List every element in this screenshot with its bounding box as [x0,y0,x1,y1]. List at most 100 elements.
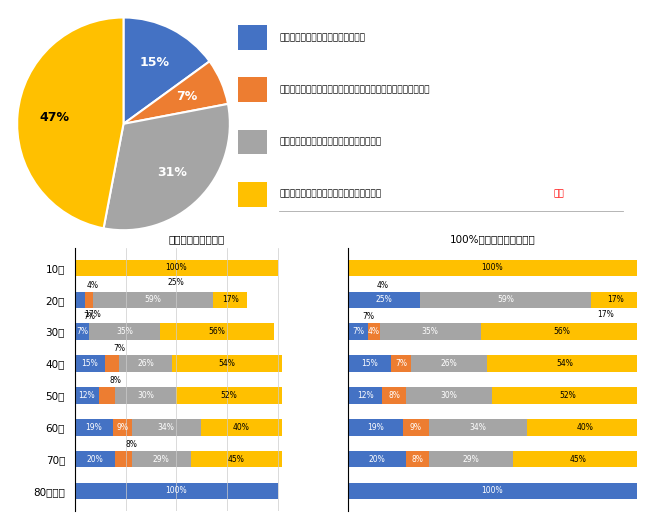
Text: 26%: 26% [441,359,458,368]
Text: 34%: 34% [158,423,175,432]
Bar [75,324,89,340]
Bar [368,324,380,340]
Text: 12%: 12% [357,391,373,400]
Bar [75,355,105,372]
Text: 35%: 35% [422,327,439,336]
Bar [75,451,116,467]
Bar [420,291,591,308]
Bar [481,324,643,340]
Text: 17%: 17% [222,295,239,304]
Text: 30%: 30% [441,391,458,400]
Text: 15%: 15% [361,359,378,368]
Text: 30%: 30% [137,391,154,400]
Bar [75,260,278,276]
Text: 100%: 100% [166,264,187,272]
Bar [131,451,190,467]
Text: 29%: 29% [462,455,479,464]
Text: 31%: 31% [157,166,187,179]
Text: 17%: 17% [84,310,101,319]
Text: 国宝などを有する上田市などの市町村（都市やまち、自治体）: 国宝などを有する上田市などの市町村（都市やまち、自治体） [279,85,430,94]
Bar [105,355,120,372]
Text: 52%: 52% [559,391,576,400]
Text: 15%: 15% [140,56,170,69]
Bar [406,451,429,467]
Text: 17%: 17% [607,295,624,304]
Wedge shape [124,61,228,124]
Text: 8%: 8% [411,455,423,464]
Bar [160,324,274,340]
Bar [380,324,481,340]
Text: 100%: 100% [482,264,503,272]
Text: 54%: 54% [556,359,573,368]
Text: 40%: 40% [233,423,250,432]
Bar [391,355,411,372]
Wedge shape [103,104,230,230]
Bar [75,483,278,499]
Text: 52%: 52% [221,391,237,400]
Bar [403,419,429,435]
Bar [85,291,93,308]
Text: 47%: 47% [40,111,70,124]
Bar [348,451,406,467]
Bar [75,387,99,404]
Text: 4%: 4% [376,280,389,290]
Text: 59%: 59% [144,295,161,304]
Text: 19%: 19% [86,423,103,432]
Text: 17%: 17% [597,310,614,319]
Text: 9%: 9% [116,423,129,432]
Text: 7%: 7% [176,90,198,103]
Bar [348,387,382,404]
Bar [99,387,116,404]
Text: 正解: 正解 [553,190,564,199]
Bar [201,419,282,435]
Text: 8%: 8% [388,391,400,400]
Title: 100%穏み上げ横棒グラフ: 100%穏み上げ横棒グラフ [450,234,535,244]
Bar [116,387,176,404]
Text: 7%: 7% [362,313,374,321]
Bar [348,291,420,308]
Bar [591,291,640,308]
Text: 8%: 8% [125,440,138,449]
Bar [116,451,131,467]
Bar [213,291,248,308]
Bar [176,387,282,404]
Bar [238,77,266,102]
Text: 国宝などがある地域、特定のエリア: 国宝などがある地域、特定のエリア [279,33,365,42]
Text: 35%: 35% [116,327,133,336]
Bar [75,419,113,435]
Bar [238,130,266,154]
Bar [131,419,201,435]
Bar [406,387,493,404]
Text: 20%: 20% [86,455,103,464]
Text: 100%: 100% [482,486,503,495]
Bar [93,291,213,308]
Text: 12%: 12% [79,391,96,400]
Text: 8%: 8% [109,376,122,385]
Text: 4%: 4% [368,327,380,336]
Text: 19%: 19% [367,423,384,432]
Bar [348,324,368,340]
Text: 25%: 25% [376,295,393,304]
Text: 国宝や重要文化財などの文化財・文化資源: 国宝や重要文化財などの文化財・文化資源 [279,138,381,147]
Bar [238,25,266,50]
Bar [172,355,282,372]
Bar [382,387,406,404]
Text: 7%: 7% [395,359,408,368]
Title: 穏み上げ横棒グラフ: 穏み上げ横棒グラフ [168,234,225,244]
Text: 59%: 59% [497,295,514,304]
Bar [493,387,643,404]
Text: 45%: 45% [227,455,244,464]
Bar [113,419,131,435]
Wedge shape [17,17,124,228]
Bar [238,182,266,207]
Bar [429,451,513,467]
Text: 15%: 15% [82,359,98,368]
Bar [429,419,527,435]
Text: 7%: 7% [76,327,88,336]
Text: 100%: 100% [166,486,187,495]
Text: 26%: 26% [137,359,154,368]
Bar [89,324,160,340]
Bar [348,483,637,499]
Text: 4%: 4% [87,280,99,290]
Bar [487,355,643,372]
